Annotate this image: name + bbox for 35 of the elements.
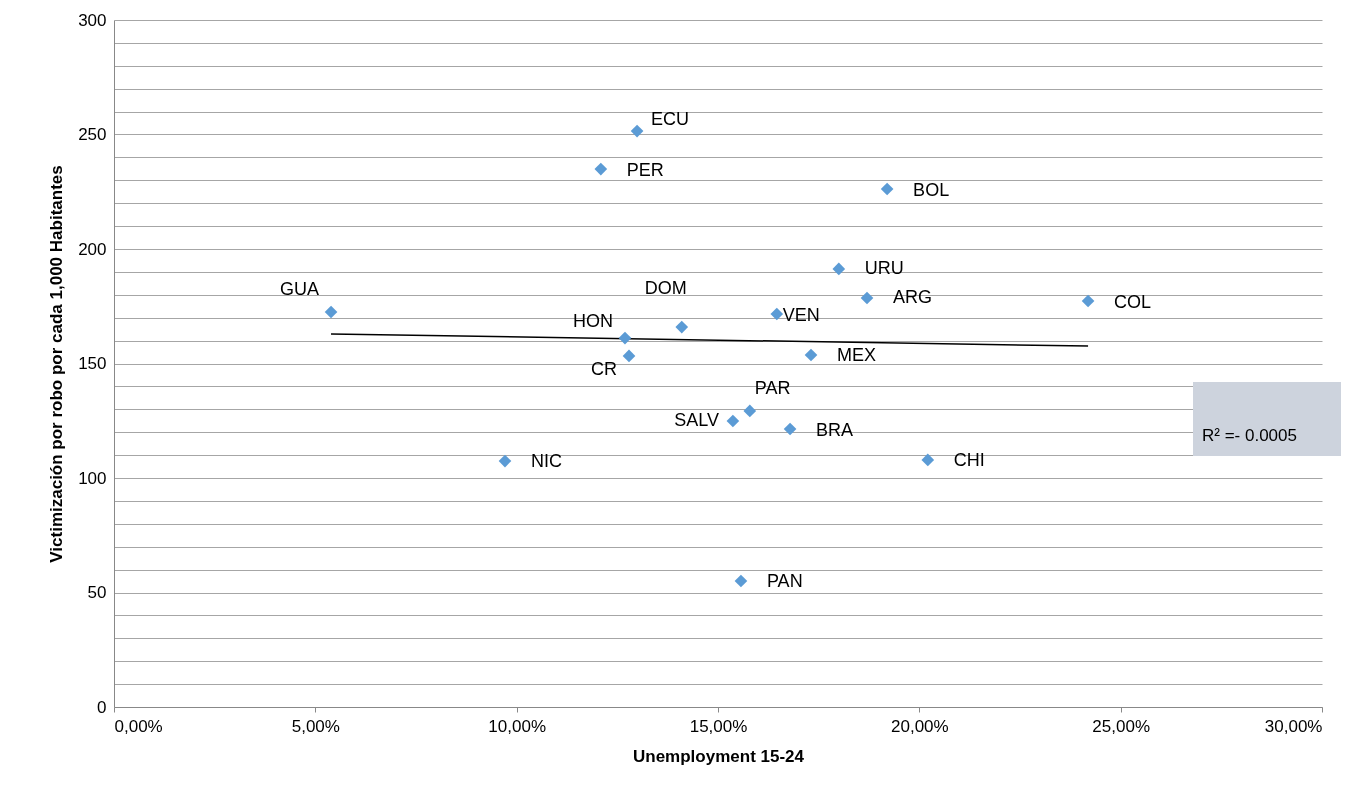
annotation: VEN [782,305,820,326]
annotation: DOM [644,278,687,299]
y-tick-label: 200 [78,239,107,259]
y-tick-label: 50 [87,583,107,602]
annotation: GUA [280,278,320,299]
annotation: HON [572,311,613,332]
annotation: PAR [754,377,791,398]
x-axis-title: Unemployment 15-24 [633,746,805,766]
text-box: R² =- 0.0005 [1193,382,1341,456]
annotation: PAN [766,571,803,592]
x-tick-label: 20,00% [891,716,949,736]
x-tick-label: 0,00% [114,716,163,736]
y-axis-title: Victimización por robo por cada 1,000 Habitantes [47,165,67,563]
annotation: CR [591,358,618,379]
x-tick-label: 30,00% [1264,716,1323,736]
annotation: MEX [837,345,877,366]
y-tick-label: 100 [78,468,107,488]
annotation: NIC [530,451,562,472]
y-tick-label: 250 [78,125,107,144]
annotation: BOL [913,180,950,200]
annotation: SALV [674,409,719,430]
x-tick-label: 25,00% [1092,716,1150,736]
annotation: COL [1114,291,1152,312]
x-tick-label: 5,00% [291,716,340,736]
x-tick-label: 15,00% [689,716,748,736]
annotation: ARG [892,287,932,308]
annotation: CHI [953,449,985,470]
x-tick-label: 10,00% [488,716,546,736]
annotation: BRA [816,419,854,440]
y-tick-label: 300 [78,10,107,30]
y-tick-label: 150 [78,354,107,373]
annotation: ECU [651,109,690,130]
y-tick-label: 0 [97,697,107,717]
annotation: PER [626,160,664,181]
annotation: URU [864,257,904,278]
